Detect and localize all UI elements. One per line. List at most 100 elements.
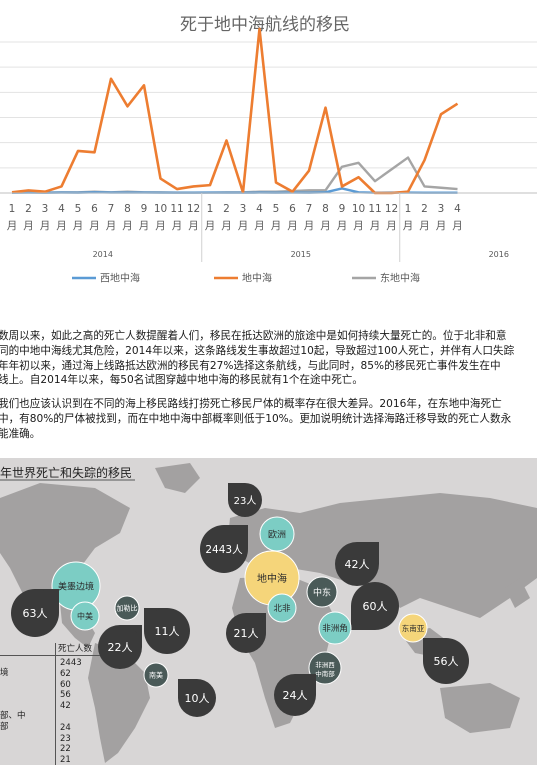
bubble-label: 非洲西: [315, 660, 335, 669]
paragraph-2-line: 中，有80%的尸体被找到，而在中地中海中部概率则低于10%。更加说明统计选择海路…: [0, 412, 512, 425]
chart-legend: 西地中海 地中海 东地中海: [72, 272, 420, 285]
bubble-label: 东南亚: [402, 623, 425, 633]
count-bubble: 56人: [423, 638, 469, 684]
x-tick-label: 10: [352, 203, 365, 215]
bubble-label: 63人: [23, 607, 48, 620]
death-table-label: [0, 700, 26, 711]
x-tick-label: 月: [238, 220, 249, 232]
bubble-label: 24人: [283, 689, 308, 702]
bubble-circle: [70, 601, 100, 631]
year-label: 2016: [489, 250, 509, 259]
x-tick-label: 6: [91, 203, 98, 215]
year-label: 2014: [93, 250, 113, 259]
x-tick-label: 月: [353, 220, 364, 232]
x-tick-label: 8: [124, 203, 131, 215]
chart-x-axis: 1月2月3月4月5月6月7月8月9月10月11月12月1月2月3月4月5月6月7…: [0, 192, 537, 262]
region-bubble: 欧洲: [259, 516, 295, 552]
x-tick-label: 2: [25, 203, 32, 215]
bubble-label: 21人: [234, 627, 259, 640]
paragraph-1-line: 年年初以来，通过海上线路抵达欧洲的移民有27%选择这条航线，与此同时，85%的移…: [0, 359, 501, 372]
bubble-circle: [144, 608, 190, 654]
x-tick-label: 4: [58, 203, 65, 215]
x-tick-label: 1: [405, 203, 412, 215]
map-title: 年世界死亡和失踪的移民: [0, 466, 133, 480]
line-chart: 死于地中海航线的移民 1月2月3月4月5月6月7月8月9月10月11月12月1月…: [0, 15, 537, 285]
x-tick-label: 9: [141, 203, 148, 215]
bubble-label: 10人: [185, 692, 210, 705]
x-tick-label: 月: [419, 220, 430, 232]
x-tick-label: 月: [320, 220, 331, 232]
x-tick-label: 1: [207, 203, 214, 215]
death-table-topline: [0, 655, 100, 656]
death-table-value: 23: [60, 733, 71, 744]
x-tick-label: 月: [436, 220, 447, 232]
count-bubble: 60人: [351, 582, 399, 630]
bubble-circle: [114, 595, 140, 621]
x-tick-label: 7: [306, 203, 313, 215]
x-tick-label: 1: [9, 203, 16, 215]
count-bubble: 63人: [11, 589, 59, 637]
death-table-label: [0, 690, 26, 701]
x-tick-label: 3: [438, 203, 445, 215]
x-tick-label: 2: [223, 203, 230, 215]
bubble-circle: [308, 651, 342, 685]
chart-series: [11, 27, 459, 195]
x-tick-label: 4: [256, 203, 263, 215]
x-tick-label: 月: [73, 220, 84, 232]
x-tick-label: 月: [172, 220, 183, 232]
x-tick-label: 月: [254, 220, 265, 232]
death-table-header: 死亡人数: [58, 644, 93, 654]
bubble-label: 60人: [363, 600, 388, 613]
x-tick-label: 9: [339, 203, 346, 215]
count-bubble: 23人: [228, 483, 262, 517]
x-tick-label: 7: [108, 203, 115, 215]
bubble-circle: [200, 525, 248, 573]
count-bubble: 2443人: [200, 525, 248, 573]
paragraph-1: 数周以来，如此之高的死亡人数提醒着人们，移民在抵达欧洲的旅途中是如何持续大量死亡…: [0, 329, 537, 388]
death-table-value: 22: [60, 744, 71, 755]
region-bubble: 中东: [306, 576, 338, 608]
x-tick-label: 月: [7, 220, 18, 232]
x-tick-label: 2: [421, 203, 428, 215]
x-tick-label: 月: [386, 220, 397, 232]
bubble-circle: [226, 613, 266, 653]
x-tick-label: 12: [385, 203, 398, 215]
legend-label: 地中海: [242, 272, 272, 285]
bubble-circle: [178, 679, 216, 717]
count-bubble: 11人: [144, 608, 190, 654]
legend-label: 西地中海: [100, 272, 140, 285]
bubble-circle: [228, 483, 262, 517]
region-bubble: 中美: [70, 601, 100, 631]
count-bubble: 24人: [274, 674, 316, 716]
x-tick-label: 月: [452, 220, 463, 232]
region-bubble: 南美: [143, 662, 169, 688]
bubble-circle: [143, 662, 169, 688]
x-tick-label: 月: [56, 220, 67, 232]
x-tick-label: 5: [273, 203, 280, 215]
death-table-value: 56: [60, 690, 71, 701]
bubble-label: 非洲角: [322, 623, 348, 634]
x-tick-label: 11: [368, 203, 381, 215]
x-tick-label: 月: [370, 220, 381, 232]
count-bubble: 22人: [98, 625, 142, 669]
bubble-label: 加勒比: [117, 604, 138, 613]
bubble-label: 北非: [273, 603, 291, 614]
x-tick-label: 月: [304, 220, 315, 232]
series-line: [11, 27, 459, 195]
chart-title: 死于地中海航线的移民: [180, 15, 350, 35]
region-bubble: 北非: [267, 593, 297, 623]
death-table-value: 42: [60, 701, 71, 712]
x-tick-label: 5: [75, 203, 82, 215]
x-tick-label: 8: [322, 203, 329, 215]
x-tick-label: 月: [205, 220, 216, 232]
bubble-circle: [423, 638, 469, 684]
count-bubble: 10人: [178, 679, 216, 717]
death-table-divider: [55, 643, 56, 765]
x-tick-label: 月: [106, 220, 117, 232]
x-tick-label: 月: [287, 220, 298, 232]
count-bubble: 21人: [226, 613, 266, 653]
x-tick-label: 月: [221, 220, 232, 232]
death-table-value: 62: [60, 668, 71, 679]
bubble-label: 美墨边境: [58, 580, 94, 592]
bubble-label: 欧洲: [268, 528, 286, 540]
